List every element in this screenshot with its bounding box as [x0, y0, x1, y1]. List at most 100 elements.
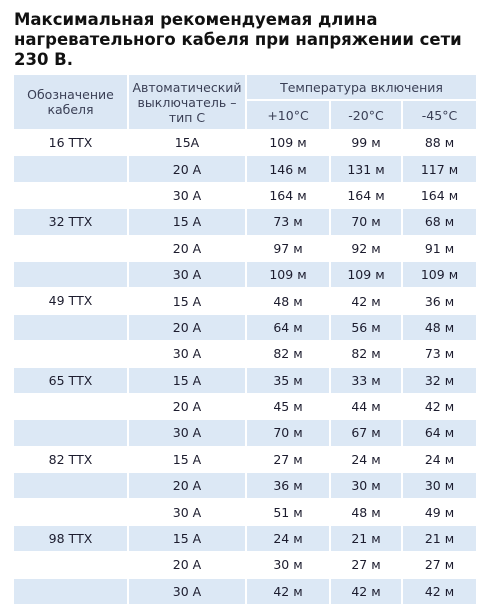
table-row: 98 ТТХ 15 А 24 м 21 м 21 м: [14, 524, 476, 552]
length-cell: 33 м: [329, 366, 402, 394]
table-row: 82 ТТХ 15 А 27 м 24 м 24 м: [14, 445, 476, 473]
title-line: 230 В.: [14, 50, 74, 69]
header-temp: -20°C: [329, 99, 402, 130]
header-breaker: Автоматический выключатель – тип С: [127, 75, 246, 130]
length-cell: 73 м: [245, 208, 330, 236]
length-cell: 88 м: [401, 128, 476, 156]
cable-cell: 32 ТТХ: [14, 208, 128, 236]
length-cell: 48 м: [401, 313, 476, 341]
length-cell: 109 м: [245, 260, 330, 288]
length-cell: 73 м: [401, 340, 476, 368]
cable-cell: 98 ТТХ: [14, 524, 128, 552]
length-cell: 32 м: [401, 366, 476, 394]
length-cell: 56 м: [329, 313, 402, 341]
length-cell: 70 м: [245, 419, 330, 447]
length-cell: 42 м: [401, 577, 476, 604]
length-table: Обозначение кабеля Автоматический выключ…: [14, 75, 476, 604]
length-cell: 68 м: [401, 208, 476, 236]
cable-cell: 65 ТТХ: [14, 366, 128, 394]
length-cell: 109 м: [329, 260, 402, 288]
cable-cell: [14, 155, 128, 183]
cable-cell: 16 ТТХ: [14, 128, 128, 156]
length-cell: 164 м: [329, 181, 402, 209]
table-row: 30 А 51 м 48 м 49 м: [14, 498, 476, 526]
length-cell: 146 м: [245, 155, 330, 183]
title-line: Максимальная рекомендуемая длина: [14, 10, 378, 29]
length-cell: 42 м: [329, 287, 402, 315]
length-cell: 30 м: [329, 472, 402, 499]
length-cell: 51 м: [245, 498, 330, 526]
length-cell: 48 м: [329, 498, 402, 526]
length-cell: 36 м: [401, 287, 476, 315]
cable-cell: 49 ТТХ: [14, 287, 128, 315]
breaker-cell: 15А: [127, 128, 246, 156]
table-row: 30 А 109 м 109 м 109 м: [14, 260, 476, 288]
table-row: 20 А 36 м 30 м 30 м: [14, 472, 476, 499]
cable-cell: [14, 419, 128, 447]
breaker-cell: 30 А: [127, 419, 246, 447]
length-cell: 45 м: [245, 392, 330, 420]
length-cell: 97 м: [245, 234, 330, 262]
table-row: 65 ТТХ 15 А 35 м 33 м 32 м: [14, 366, 476, 394]
breaker-cell: 15 А: [127, 208, 246, 236]
length-cell: 42 м: [329, 577, 402, 604]
breaker-cell: 30 А: [127, 260, 246, 288]
length-cell: 42 м: [401, 392, 476, 420]
cable-cell: [14, 392, 128, 420]
breaker-cell: 30 А: [127, 181, 246, 209]
cable-cell: [14, 260, 128, 288]
table-row: 20 А 146 м 131 м 117 м: [14, 155, 476, 183]
length-cell: 30 м: [245, 551, 330, 579]
length-cell: 82 м: [329, 340, 402, 368]
table-row: 30 А 42 м 42 м 42 м: [14, 577, 476, 604]
length-cell: 42 м: [245, 577, 330, 604]
length-cell: 109 м: [245, 128, 330, 156]
length-cell: 24 м: [245, 524, 330, 552]
cable-cell: [14, 498, 128, 526]
header-cable: Обозначение кабеля: [14, 75, 128, 130]
table-row: 30 А 82 м 82 м 73 м: [14, 340, 476, 368]
title-line: нагревательного кабеля при напряжении се…: [14, 30, 462, 49]
cable-cell: [14, 181, 128, 209]
length-cell: 21 м: [329, 524, 402, 552]
table-row: 49 ТТХ 15 А 48 м 42 м 36 м: [14, 287, 476, 315]
length-cell: 92 м: [329, 234, 402, 262]
length-cell: 27 м: [245, 445, 330, 473]
breaker-cell: 20 А: [127, 234, 246, 262]
header-temp: +10°C: [245, 99, 330, 130]
length-cell: 44 м: [329, 392, 402, 420]
length-cell: 48 м: [245, 287, 330, 315]
cable-cell: [14, 472, 128, 499]
cable-cell: [14, 234, 128, 262]
length-cell: 117 м: [401, 155, 476, 183]
length-cell: 67 м: [329, 419, 402, 447]
length-cell: 36 м: [245, 472, 330, 499]
length-cell: 27 м: [329, 551, 402, 579]
breaker-cell: 15 А: [127, 524, 246, 552]
length-cell: 24 м: [329, 445, 402, 473]
length-cell: 64 м: [401, 419, 476, 447]
length-cell: 99 м: [329, 128, 402, 156]
table-row: 30 А 164 м 164 м 164 м: [14, 181, 476, 209]
title: Максимальная рекомендуемая длина нагреват…: [14, 10, 484, 70]
breaker-cell: 30 А: [127, 498, 246, 526]
breaker-cell: 20 А: [127, 155, 246, 183]
table-row: 20 А 97 м 92 м 91 м: [14, 234, 476, 262]
breaker-cell: 20 А: [127, 472, 246, 499]
cable-cell: [14, 313, 128, 341]
header-temp: -45°C: [401, 99, 476, 130]
breaker-cell: 20 А: [127, 392, 246, 420]
page: Максимальная рекомендуемая длина нагреват…: [14, 10, 484, 604]
length-cell: 21 м: [401, 524, 476, 552]
length-cell: 49 м: [401, 498, 476, 526]
length-cell: 91 м: [401, 234, 476, 262]
length-cell: 30 м: [401, 472, 476, 499]
breaker-cell: 15 А: [127, 287, 246, 315]
cable-cell: 82 ТТХ: [14, 445, 128, 473]
length-cell: 131 м: [329, 155, 402, 183]
table-row: 20 А 64 м 56 м 48 м: [14, 313, 476, 341]
table-row: 16 ТТХ 15А 109 м 99 м 88 м: [14, 128, 476, 156]
header-group: Температура включения: [245, 75, 476, 100]
length-cell: 35 м: [245, 366, 330, 394]
length-cell: 64 м: [245, 313, 330, 341]
